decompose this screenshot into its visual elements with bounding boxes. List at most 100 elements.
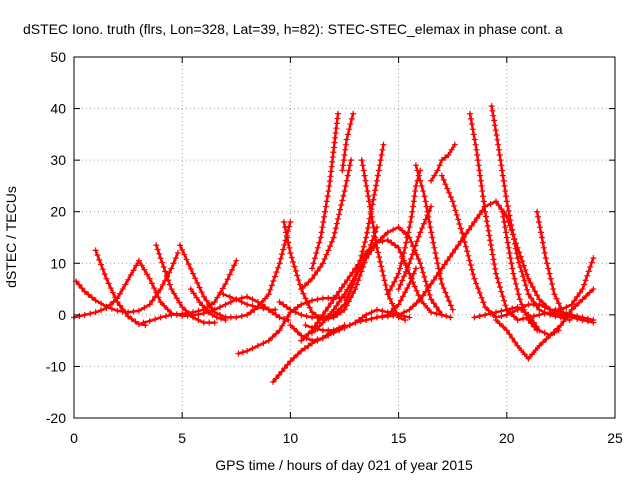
data-point bbox=[421, 193, 428, 200]
data-point bbox=[108, 305, 115, 312]
data-point bbox=[368, 315, 375, 322]
data-point bbox=[190, 270, 197, 277]
data-point bbox=[449, 198, 456, 205]
series-18 bbox=[309, 110, 342, 272]
data-point bbox=[146, 318, 153, 325]
data-point bbox=[459, 229, 466, 236]
data-point bbox=[447, 314, 454, 321]
data-point bbox=[390, 312, 397, 319]
data-point bbox=[359, 314, 366, 321]
data-point bbox=[363, 249, 370, 256]
data-point bbox=[217, 289, 224, 296]
data-point bbox=[498, 162, 505, 169]
data-point bbox=[284, 234, 291, 241]
data-point bbox=[314, 244, 321, 251]
data-point bbox=[179, 310, 186, 317]
data-point bbox=[525, 301, 532, 308]
data-point bbox=[496, 151, 503, 158]
data-point bbox=[359, 248, 366, 255]
data-point bbox=[159, 281, 166, 288]
data-point bbox=[333, 292, 340, 299]
data-point bbox=[381, 277, 388, 284]
data-point bbox=[525, 355, 532, 362]
data-point bbox=[309, 337, 316, 344]
data-point bbox=[547, 275, 554, 282]
data-point bbox=[477, 177, 484, 184]
data-point bbox=[152, 293, 159, 300]
data-point bbox=[579, 286, 586, 293]
data-point bbox=[335, 110, 342, 117]
data-point bbox=[399, 277, 406, 284]
data-point bbox=[280, 301, 287, 308]
series-30 bbox=[492, 317, 562, 362]
data-point bbox=[346, 282, 353, 289]
data-point bbox=[520, 262, 527, 269]
data-point bbox=[235, 350, 242, 357]
data-point bbox=[543, 260, 550, 267]
data-point bbox=[339, 197, 346, 204]
data-point bbox=[515, 259, 522, 266]
data-point bbox=[78, 285, 85, 292]
y-tick-label: 10 bbox=[50, 255, 66, 271]
data-point bbox=[379, 307, 386, 314]
data-point bbox=[367, 208, 374, 215]
data-point bbox=[377, 258, 384, 265]
data-point bbox=[435, 265, 442, 272]
grid-lines bbox=[74, 57, 615, 418]
data-point bbox=[476, 211, 483, 218]
data-point bbox=[449, 306, 456, 313]
data-point bbox=[440, 176, 447, 183]
data-point bbox=[514, 342, 521, 349]
data-point bbox=[472, 141, 479, 148]
data-point bbox=[444, 293, 451, 300]
data-point bbox=[442, 154, 449, 161]
data-point bbox=[294, 304, 301, 311]
data-point bbox=[464, 248, 471, 255]
data-point bbox=[140, 319, 147, 326]
data-point bbox=[319, 224, 326, 231]
data-point bbox=[92, 309, 99, 316]
data-point bbox=[190, 290, 197, 297]
data-point bbox=[349, 277, 356, 284]
data-point bbox=[532, 347, 539, 354]
data-point bbox=[291, 354, 298, 361]
data-point bbox=[344, 286, 351, 293]
data-point bbox=[377, 236, 384, 243]
data-point bbox=[157, 255, 164, 262]
data-point bbox=[571, 297, 578, 304]
data-point bbox=[504, 239, 511, 246]
data-point bbox=[492, 198, 499, 205]
data-point bbox=[325, 295, 332, 302]
data-point bbox=[502, 229, 509, 236]
data-point bbox=[482, 213, 489, 220]
data-point bbox=[437, 275, 444, 282]
data-point bbox=[529, 284, 536, 291]
data-point bbox=[306, 304, 313, 311]
data-point bbox=[424, 208, 431, 215]
data-point bbox=[122, 309, 129, 316]
data-point bbox=[487, 242, 494, 249]
data-point bbox=[433, 304, 440, 311]
data-point bbox=[206, 319, 213, 326]
data-point bbox=[498, 313, 505, 320]
data-point bbox=[583, 292, 590, 299]
data-point bbox=[157, 298, 164, 305]
data-point bbox=[461, 239, 468, 246]
data-point bbox=[585, 268, 592, 275]
data-point bbox=[298, 286, 305, 293]
series-5 bbox=[153, 242, 218, 326]
data-point bbox=[494, 136, 501, 143]
data-point bbox=[402, 268, 409, 275]
data-point bbox=[330, 296, 337, 303]
data-point bbox=[491, 261, 498, 268]
data-point bbox=[317, 234, 324, 241]
data-point bbox=[378, 151, 385, 158]
data-point bbox=[325, 327, 332, 334]
data-point bbox=[413, 299, 420, 306]
data-point bbox=[119, 306, 126, 313]
data-point bbox=[179, 246, 186, 253]
data-point bbox=[546, 270, 553, 277]
data-point bbox=[452, 207, 459, 214]
data-point bbox=[276, 314, 283, 321]
data-point bbox=[365, 193, 372, 200]
